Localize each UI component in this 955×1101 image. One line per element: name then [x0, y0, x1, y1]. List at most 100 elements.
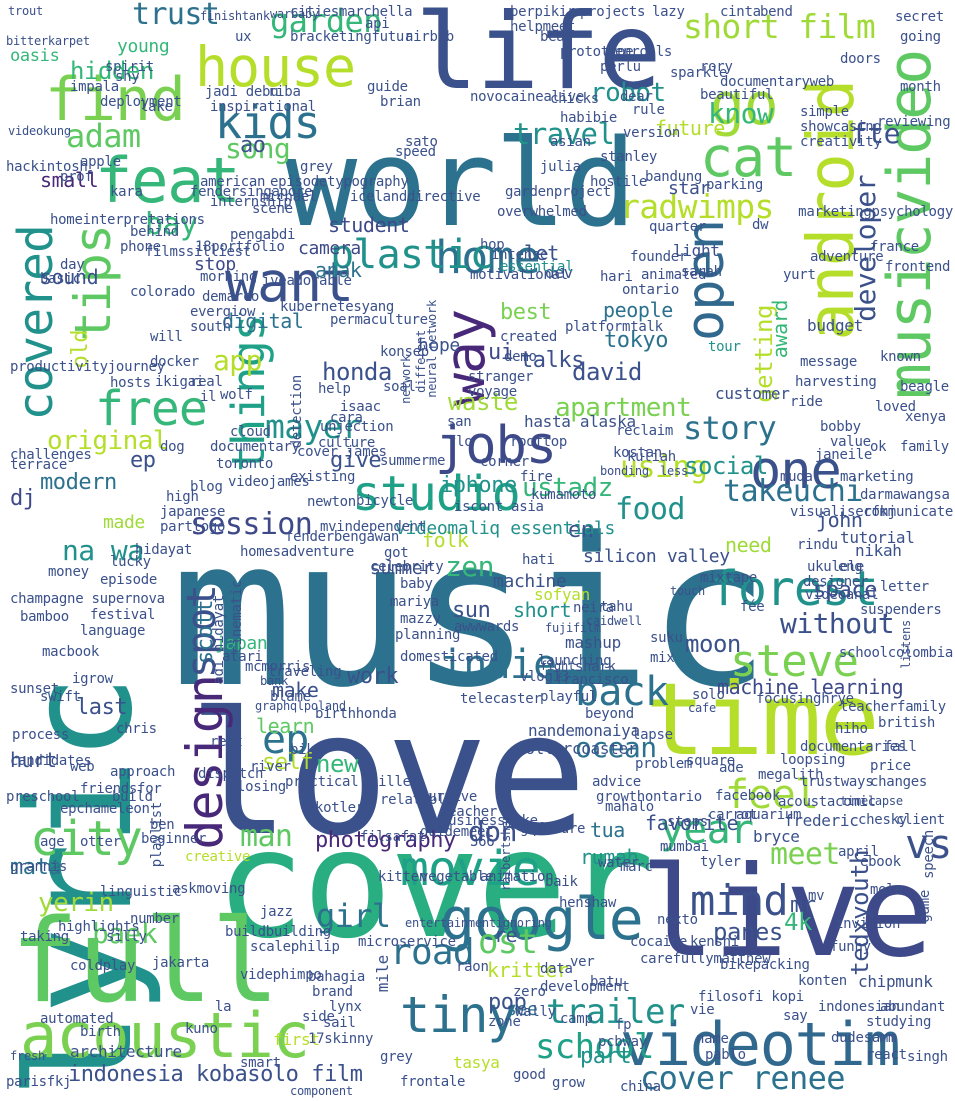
- word-506: fujifilm: [545, 621, 601, 635]
- word-454: playlist: [149, 802, 165, 868]
- word-156: intense: [491, 247, 549, 263]
- word-78: see: [506, 999, 538, 1020]
- word-521: hati: [522, 552, 555, 568]
- word-86: folk: [422, 528, 469, 552]
- word-84: oasis: [10, 46, 60, 66]
- word-199: client: [896, 812, 945, 828]
- word-269: bank: [260, 674, 288, 688]
- word-295: cara: [330, 410, 363, 426]
- word-253: vegetable: [420, 869, 494, 885]
- word-346: sparkle: [670, 65, 728, 81]
- word-291: newton: [307, 494, 356, 510]
- word-476: carrot: [708, 807, 757, 823]
- word-459: epchameleon: [60, 801, 150, 817]
- word-302: docker: [150, 354, 199, 370]
- word-284: cloud: [230, 424, 271, 440]
- word-271: festival: [90, 607, 156, 623]
- word-312: behind: [130, 224, 179, 240]
- word-158: quarter: [649, 219, 707, 235]
- word-331: finishtank: [200, 9, 270, 23]
- word-505: bahagia: [308, 969, 366, 985]
- word-77: don: [468, 815, 517, 848]
- word-126: ep: [130, 448, 156, 473]
- word-180: francisco: [555, 672, 629, 688]
- word-468: playful: [540, 689, 598, 705]
- word-328: api: [365, 16, 390, 32]
- word-357: parking: [706, 177, 764, 193]
- word-187: ade: [719, 760, 744, 776]
- word-79: vs: [905, 822, 952, 868]
- word-366: yurt: [783, 267, 816, 283]
- word-68: song: [225, 132, 291, 165]
- word-390: communicate: [863, 504, 953, 520]
- word-154: customer: [715, 384, 790, 403]
- word-427: fendersingapore: [190, 184, 313, 200]
- word-201: april: [838, 844, 879, 860]
- word-347: prototype: [560, 44, 634, 60]
- word-381: xenya: [905, 409, 946, 425]
- word-425: trout: [8, 4, 43, 18]
- word-42: year: [660, 807, 754, 853]
- word-367: dw: [752, 217, 769, 233]
- word-172: suku: [650, 630, 683, 646]
- word-123: anak: [315, 258, 362, 282]
- word-208: baik: [545, 874, 578, 890]
- word-438: detection: [289, 375, 305, 449]
- word-387: muda: [780, 469, 813, 485]
- word-109: ustadz: [522, 473, 613, 503]
- word-464: graphqlpoland: [255, 699, 346, 713]
- word-377: harvesting: [795, 374, 877, 390]
- word-373: ontario: [622, 282, 680, 298]
- word-167: nikah: [855, 541, 902, 560]
- word-342: enrolls: [615, 44, 673, 60]
- word-149: tokyo: [604, 328, 669, 353]
- word-418: chicks: [550, 91, 599, 107]
- word-248: otter: [80, 834, 121, 850]
- word-37: ep: [262, 717, 309, 763]
- word-94: work: [347, 664, 399, 689]
- word-516: teacherfamily: [840, 699, 946, 715]
- word-333: bracketingfutur: [290, 29, 413, 45]
- word-105: en: [568, 518, 594, 543]
- word-491: parisfkj: [6, 1074, 72, 1090]
- word-338: secret: [895, 9, 944, 25]
- word-61: know: [708, 97, 774, 130]
- word-306: demarco: [202, 289, 260, 305]
- word-93: learn: [256, 714, 315, 738]
- word-1: love: [188, 676, 587, 874]
- word-502: 17skinny: [308, 1031, 374, 1047]
- word-33: indie: [440, 642, 557, 688]
- word-67: small: [40, 168, 99, 192]
- word-198: chesky: [858, 812, 907, 828]
- word-314: american: [200, 174, 266, 190]
- word-55: story: [683, 409, 777, 447]
- word-168: tutorial: [840, 528, 915, 547]
- word-330: citiesmarchella: [290, 4, 413, 20]
- word-130: last: [76, 695, 128, 720]
- word-111: apartment: [555, 393, 692, 423]
- word-376: known: [880, 349, 921, 365]
- word-353: julia: [540, 159, 581, 175]
- word-184: rollercoaster: [516, 739, 638, 758]
- word-159: kuliah: [627, 449, 676, 465]
- word-335: berpikir: [510, 4, 576, 20]
- word-20: want: [225, 250, 354, 314]
- word-290: existing: [290, 469, 356, 485]
- word-140: favorite: [645, 811, 739, 835]
- word-216: studying: [866, 1014, 932, 1030]
- word-423: ux: [235, 29, 252, 45]
- word-266: atari: [222, 649, 263, 665]
- word-151: award: [768, 300, 792, 359]
- word-285: dog: [160, 439, 185, 455]
- word-307: colorado: [130, 284, 196, 300]
- word-157: essential: [500, 259, 574, 275]
- word-8: time: [645, 661, 880, 778]
- word-352: stanley: [600, 149, 658, 165]
- word-28: jobs: [435, 416, 557, 476]
- word-133: pop: [488, 990, 527, 1015]
- word-188: documentaries: [800, 739, 906, 755]
- word-411: gardenproject: [505, 184, 611, 200]
- word-288: blog: [190, 479, 223, 495]
- word-368: marketingpsychology: [798, 204, 953, 220]
- word-500: wally: [515, 1004, 556, 1020]
